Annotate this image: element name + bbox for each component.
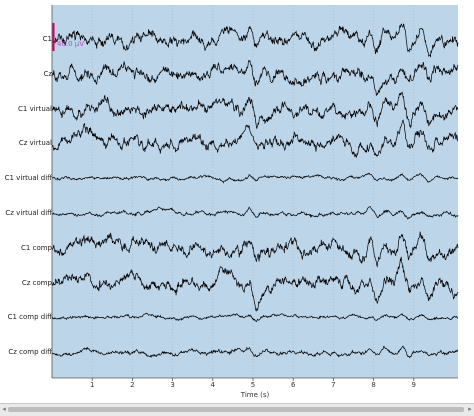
trace-c1-comp-diff	[51, 312, 459, 323]
trace-c1	[51, 23, 459, 58]
channel-label: C1 comp	[21, 243, 52, 252]
channel-label: Cz comp diff	[8, 348, 52, 357]
x-tick-label: 9	[412, 381, 416, 389]
scrollbar-thumb[interactable]	[8, 407, 464, 412]
channel-label: C1	[42, 35, 52, 43]
channel-label: C1 virtual diff	[4, 174, 52, 183]
channel-label: C1 comp diff	[7, 313, 52, 322]
trace-cz-comp	[51, 256, 459, 312]
x-tick-label: 3	[170, 381, 174, 389]
channel-label: Cz virtual	[18, 139, 52, 148]
trace-cz-virtual-diff	[51, 206, 459, 220]
horizontal-scrollbar[interactable]: ◂ ▸	[0, 403, 474, 416]
x-tick-label: 2	[130, 381, 134, 389]
trace-c1-virtual	[51, 91, 459, 129]
channel-label: C1 virtual	[18, 104, 52, 113]
x-tick-label: 5	[251, 381, 255, 389]
scroll-right-icon[interactable]: ▸	[468, 405, 472, 413]
channel-label: Cz comp	[21, 278, 52, 287]
x-tick-label: 1	[90, 381, 94, 389]
scale-bar-label: 40.0 µV	[57, 40, 84, 48]
signal-plot[interactable]: 1 2 3 4 5 6 7 8 9 Time (s) 40.0 µV	[0, 0, 474, 403]
trace-cz	[51, 59, 459, 96]
trace-cz-virtual	[51, 119, 459, 158]
trace-c1-virtual-diff	[51, 172, 459, 184]
trace-c1-comp	[51, 231, 459, 268]
x-tick-label: 7	[331, 381, 335, 389]
scroll-left-icon[interactable]: ◂	[2, 405, 6, 413]
channel-label: Cz	[43, 69, 52, 78]
x-tick-label: 8	[371, 381, 375, 389]
x-tick-label: 4	[211, 381, 216, 389]
plot-background	[52, 5, 458, 378]
x-axis-title: Time (s)	[240, 391, 270, 399]
trace-cz-comp-diff	[51, 345, 459, 359]
x-tick-label: 6	[291, 381, 296, 389]
channel-label: Cz virtual diff	[5, 209, 52, 217]
